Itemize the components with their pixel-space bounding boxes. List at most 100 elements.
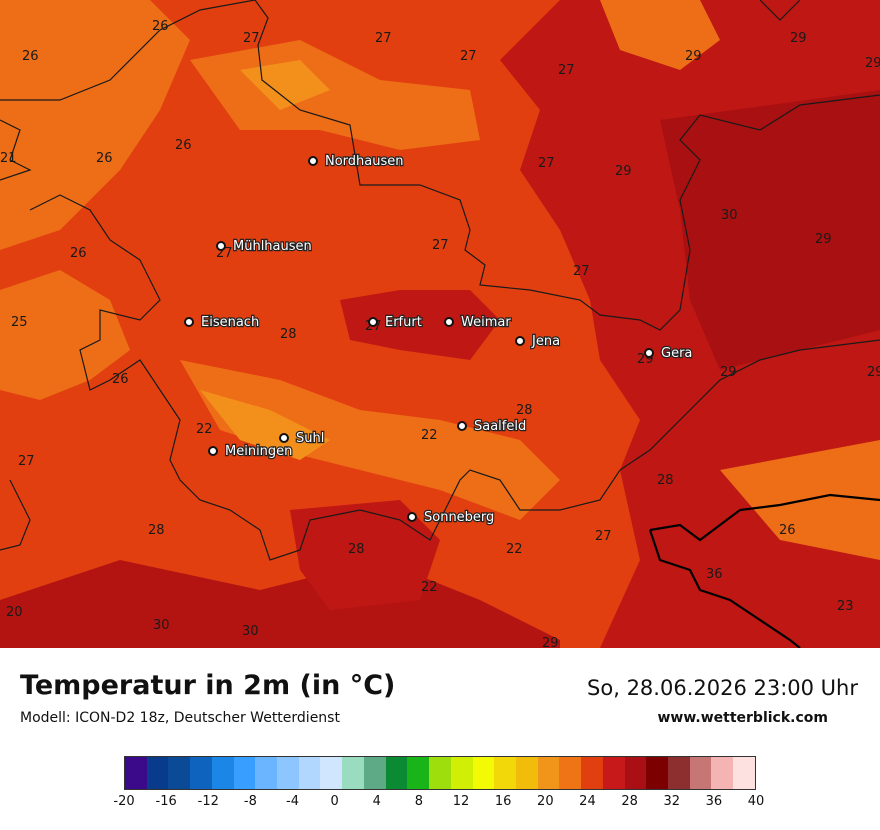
temperature-value: 29 xyxy=(720,365,737,380)
legend-swatch xyxy=(515,757,538,789)
temperature-value: 30 xyxy=(721,208,738,223)
temperature-value: 25 xyxy=(11,315,28,330)
color-legend xyxy=(124,756,756,790)
website-link[interactable]: www.wetterblick.com xyxy=(657,710,829,726)
city-weimar[interactable]: Weimar xyxy=(444,314,513,331)
warm-pocket-south xyxy=(290,500,440,610)
legend-swatch xyxy=(450,757,473,789)
legend-swatch xyxy=(168,757,191,789)
legend-swatch xyxy=(602,757,625,789)
legend-swatch xyxy=(646,757,668,789)
city-label: Jena xyxy=(531,334,560,349)
legend-swatch xyxy=(581,757,603,789)
legend-tick-label: 4 xyxy=(372,794,381,809)
legend-tick-label: 8 xyxy=(414,794,424,809)
city-gera[interactable]: Gera xyxy=(644,345,694,362)
city-label: Sonneberg xyxy=(424,510,494,525)
legend-tick-label: 24 xyxy=(579,794,596,809)
legend-swatch xyxy=(711,757,734,789)
legend-ticks: -20 -16 -12 -8 -4 0 4 8 12 16 20 24 28 32 36 40 xyxy=(113,794,764,814)
city-label: Gera xyxy=(661,346,692,361)
temperature-value: 29 xyxy=(685,49,702,64)
legend-swatch xyxy=(624,757,647,789)
legend-tick-label: 20 xyxy=(537,794,554,809)
city-suhl[interactable]: Suhl xyxy=(279,430,326,447)
city-dot-icon xyxy=(444,317,454,327)
city-sonneberg[interactable]: Sonneberg xyxy=(407,509,496,526)
legend-tick-label: 36 xyxy=(705,794,723,809)
map-title: Temperatur in 2m (in °C) xyxy=(20,670,396,701)
temperature-value: 29 xyxy=(790,31,807,46)
legend-tick-label: -12 xyxy=(197,794,219,809)
temperature-value: 26 xyxy=(779,523,796,538)
city-muehlhausen[interactable]: Mühlhausen xyxy=(216,238,313,255)
model-info: Modell: ICON-D2 18z, Deutscher Wetterdie… xyxy=(20,710,340,726)
temperature-value: 28 xyxy=(280,327,297,342)
city-dot-icon xyxy=(216,241,226,251)
cool-zone-northeast xyxy=(600,0,720,70)
legend-swatch xyxy=(559,757,582,789)
legend-tick-label: -4 xyxy=(286,794,300,809)
map-footer: Temperatur in 2m (in °C) Modell: ICON-D2… xyxy=(0,648,880,830)
city-meiningen[interactable]: Meiningen xyxy=(208,443,294,460)
legend-swatch xyxy=(733,757,755,789)
city-eisenach[interactable]: Eisenach xyxy=(184,314,260,331)
city-erfurt[interactable]: Erfurt xyxy=(368,314,423,331)
city-dot-icon xyxy=(407,512,417,522)
temperature-value: 27 xyxy=(573,264,590,279)
city-dot-icon xyxy=(644,348,654,358)
city-dot-icon xyxy=(368,317,378,327)
legend-swatch xyxy=(277,757,299,789)
map-canvas: 26 27 27 27 29 29 26 27 26 26 27 29 27 2… xyxy=(0,0,880,648)
legend-tick-label: -20 xyxy=(113,794,135,809)
legend-swatch xyxy=(146,757,169,789)
city-jena[interactable]: Jena xyxy=(515,333,561,350)
temperature-value: 20 xyxy=(6,605,23,620)
legend-swatch xyxy=(385,757,408,789)
temperature-value: 22 xyxy=(421,580,438,595)
hot-zone-east xyxy=(660,90,880,370)
legend-swatch xyxy=(363,757,386,789)
legend-swatch xyxy=(494,757,516,789)
temperature-value: 29 xyxy=(615,164,632,179)
forecast-datetime: So, 28.06.2026 23:00 Uhr xyxy=(587,676,858,700)
city-saalfeld[interactable]: Saalfeld xyxy=(457,418,527,435)
temperature-value: 27 xyxy=(538,156,555,171)
temperature-value: 27 xyxy=(558,63,575,78)
city-nordhausen[interactable]: Nordhausen xyxy=(308,153,405,170)
city-label: Meiningen xyxy=(225,444,292,459)
cool-zone-forest xyxy=(180,360,560,520)
legend-swatch xyxy=(429,757,451,789)
temperature-value: 28 xyxy=(516,403,533,418)
city-dot-icon xyxy=(279,433,289,443)
temperature-value: 26 xyxy=(22,49,39,64)
legend-swatch xyxy=(320,757,343,789)
cool-zone-forest-light xyxy=(200,390,330,460)
temperature-value: 26 xyxy=(152,19,169,34)
temperature-value: 26 xyxy=(96,151,113,166)
legend-swatch xyxy=(125,757,147,789)
legend-tick-label: -16 xyxy=(155,794,177,809)
legend-swatch xyxy=(255,757,278,789)
legend-swatch xyxy=(233,757,256,789)
legend-swatch xyxy=(342,757,364,789)
temperature-value: 29 xyxy=(865,56,880,71)
legend-tick-label: 28 xyxy=(621,794,638,809)
temperature-value: 29 xyxy=(815,232,832,247)
legend-tick-label: 16 xyxy=(494,794,512,809)
cool-zone-northwest xyxy=(0,0,190,250)
temperature-value: 27 xyxy=(460,49,477,64)
cool-zone-light-north xyxy=(240,60,330,110)
city-markers: Nordhausen Mühlhausen Eisenach Erfurt We… xyxy=(184,153,694,526)
city-label: Erfurt xyxy=(385,315,422,330)
temperature-value: 28 xyxy=(348,542,365,557)
legend-swatch xyxy=(689,757,712,789)
temperature-value: 27 xyxy=(595,529,612,544)
city-dot-icon xyxy=(308,156,318,166)
temperature-value: 28 xyxy=(148,523,165,538)
temperature-value: 21 xyxy=(0,151,17,166)
legend-swatch xyxy=(537,757,560,789)
city-label: Eisenach xyxy=(201,315,259,330)
legend-swatch xyxy=(407,757,430,789)
legend-tick-label: 12 xyxy=(452,794,470,809)
